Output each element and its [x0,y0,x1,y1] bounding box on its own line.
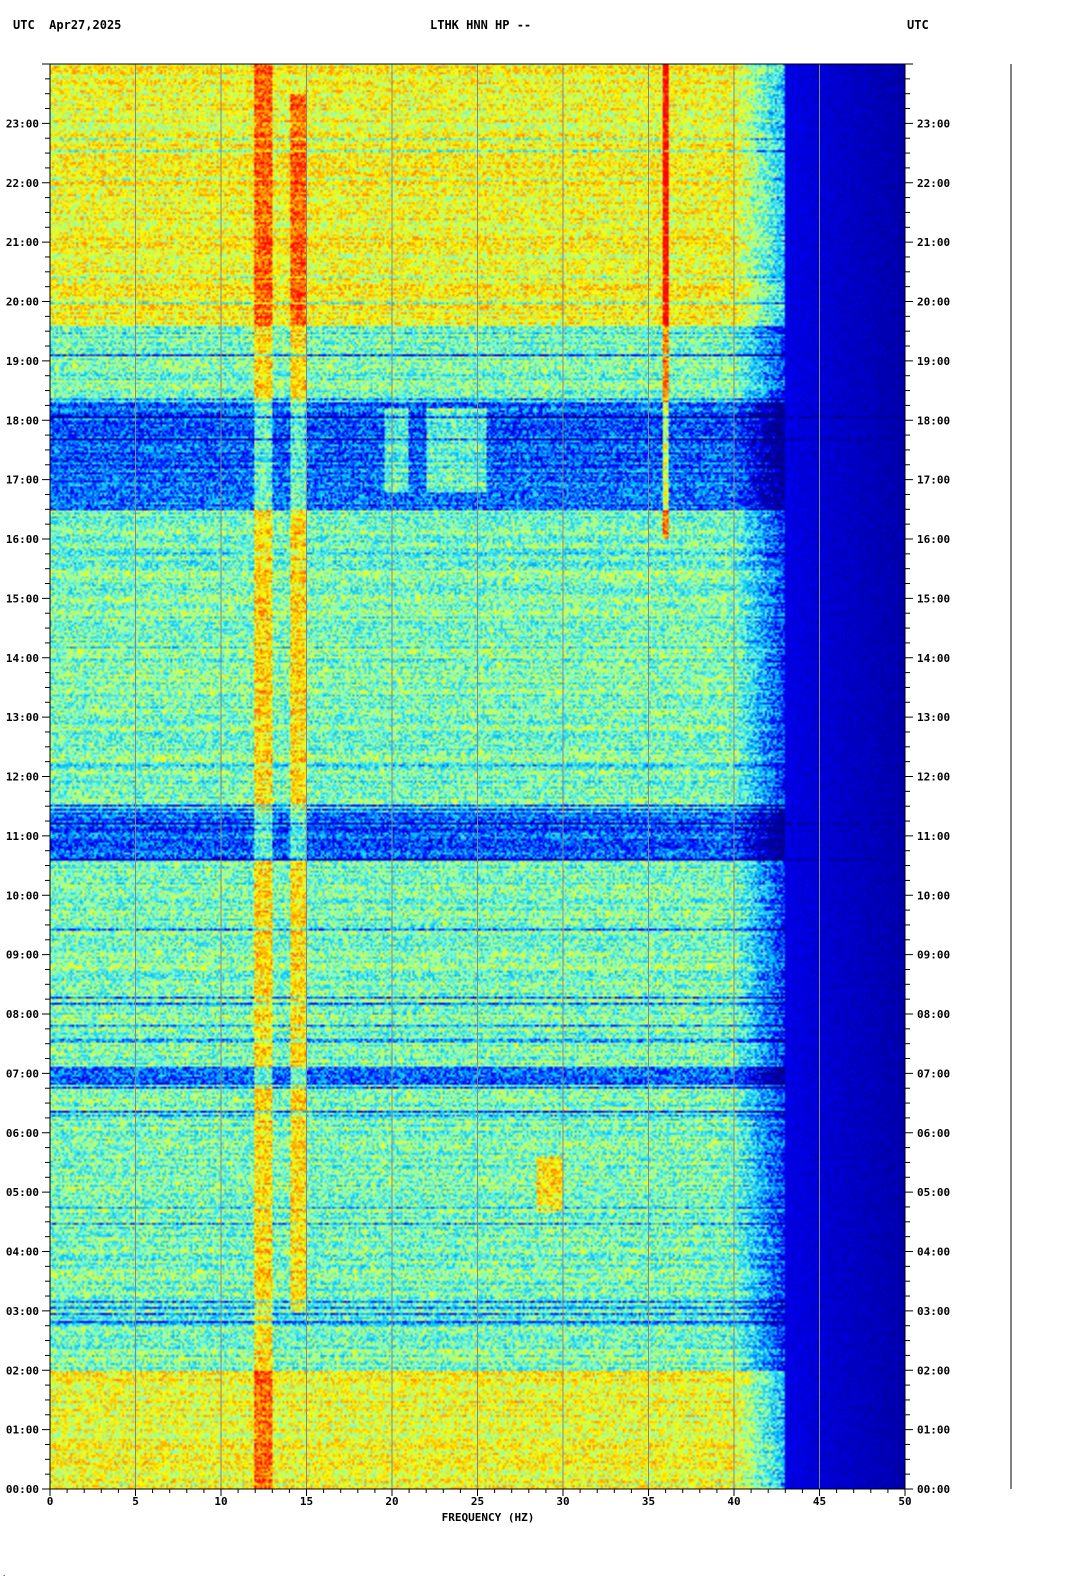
y-tick-label-right: 21:00 [917,236,950,249]
y-axis-left: 00:00 01:00 02:00 03:00 04:00 05:00 06:00 07:00… [6,63,50,1496]
y-tick-label-left: 00:00 [6,1483,39,1496]
x-tick-label: 20 [385,1495,398,1508]
y-tick-label-right: 17:00 [917,474,950,487]
y-tick-label-right: 00:00 [917,1483,950,1496]
header-left: UTC Apr27,2025 [13,18,121,32]
y-tick-label-right: 23:00 [917,117,950,130]
y-tick-label-left: 13:00 [6,711,39,724]
plot-date: Apr27,2025 [49,18,122,32]
y-tick-label-left: 19:00 [6,355,39,368]
footer-mark: · [2,1572,7,1580]
y-tick-label-left: 11:00 [6,830,39,843]
y-tick-label-right: 10:00 [917,889,950,902]
y-tick-label-right: 22:00 [917,177,950,190]
y-tick-label-left: 16:00 [6,533,39,546]
y-tick-label-left: 17:00 [6,474,39,487]
y-tick-label-right: 07:00 [917,1067,950,1080]
x-tick-label: 45 [813,1495,826,1508]
y-tick-label-left: 18:00 [6,414,39,427]
x-tick-label: 30 [556,1495,569,1508]
right-timezone: UTC [907,18,929,32]
y-tick-label-left: 07:00 [6,1067,39,1080]
y-tick-label-left: 04:00 [6,1246,39,1259]
y-tick-label-left: 15:00 [6,592,39,605]
y-tick-label-left: 09:00 [6,949,39,962]
x-axis: 0 5 10 15 20 25 30 35 40 45 50 [47,1489,912,1508]
y-tick-label-right: 11:00 [917,830,950,843]
y-tick-label-right: 09:00 [917,949,950,962]
y-tick-label-left: 23:00 [6,117,39,130]
x-tick-label: 50 [898,1495,911,1508]
y-tick-label-right: 14:00 [917,652,950,665]
y-tick-label-left: 08:00 [6,1008,39,1021]
y-tick-label-left: 22:00 [6,177,39,190]
y-tick-label-left: 20:00 [6,296,39,309]
y-tick-label-left: 14:00 [6,652,39,665]
left-timezone: UTC [13,18,35,32]
y-tick-label-right: 03:00 [917,1305,950,1318]
y-tick-label-right: 05:00 [917,1186,950,1199]
y-tick-label-right: 08:00 [917,1008,950,1021]
y-tick-label-right: 15:00 [917,592,950,605]
y-tick-label-right: 02:00 [917,1364,950,1377]
y-tick-label-left: 05:00 [6,1186,39,1199]
x-axis-label: FREQUENCY (HZ) [442,1511,535,1524]
y-tick-label-right: 06:00 [917,1127,950,1140]
y-tick-label-left: 01:00 [6,1424,39,1437]
x-tick-label: 10 [214,1495,227,1508]
y-tick-label-left: 06:00 [6,1127,39,1140]
frequency-gridlines [135,64,820,1489]
y-tick-label-right: 18:00 [917,414,950,427]
y-tick-label-right: 04:00 [917,1246,950,1259]
x-tick-label: 35 [642,1495,655,1508]
y-tick-label-right: 20:00 [917,296,950,309]
y-tick-label-right: 16:00 [917,533,950,546]
y-axis-right: 00:00 01:00 02:00 03:00 04:00 05:00 06:00 07:00… [905,63,950,1496]
y-tick-label-left: 10:00 [6,889,39,902]
y-tick-label-right: 13:00 [917,711,950,724]
y-tick-label-left: 03:00 [6,1305,39,1318]
y-tick-label-left: 12:00 [6,771,39,784]
y-tick-label-left: 21:00 [6,236,39,249]
y-tick-label-right: 12:00 [917,771,950,784]
x-tick-label: 5 [132,1495,139,1508]
station-title: LTHK HNN HP -- [430,18,532,32]
x-tick-label: 25 [471,1495,484,1508]
y-tick-label-right: 19:00 [917,355,950,368]
y-tick-label-right: 01:00 [917,1424,950,1437]
y-tick-label-left: 02:00 [6,1364,39,1377]
x-tick-label: 0 [47,1495,54,1508]
x-tick-label: 15 [300,1495,313,1508]
x-tick-label: 40 [727,1495,740,1508]
